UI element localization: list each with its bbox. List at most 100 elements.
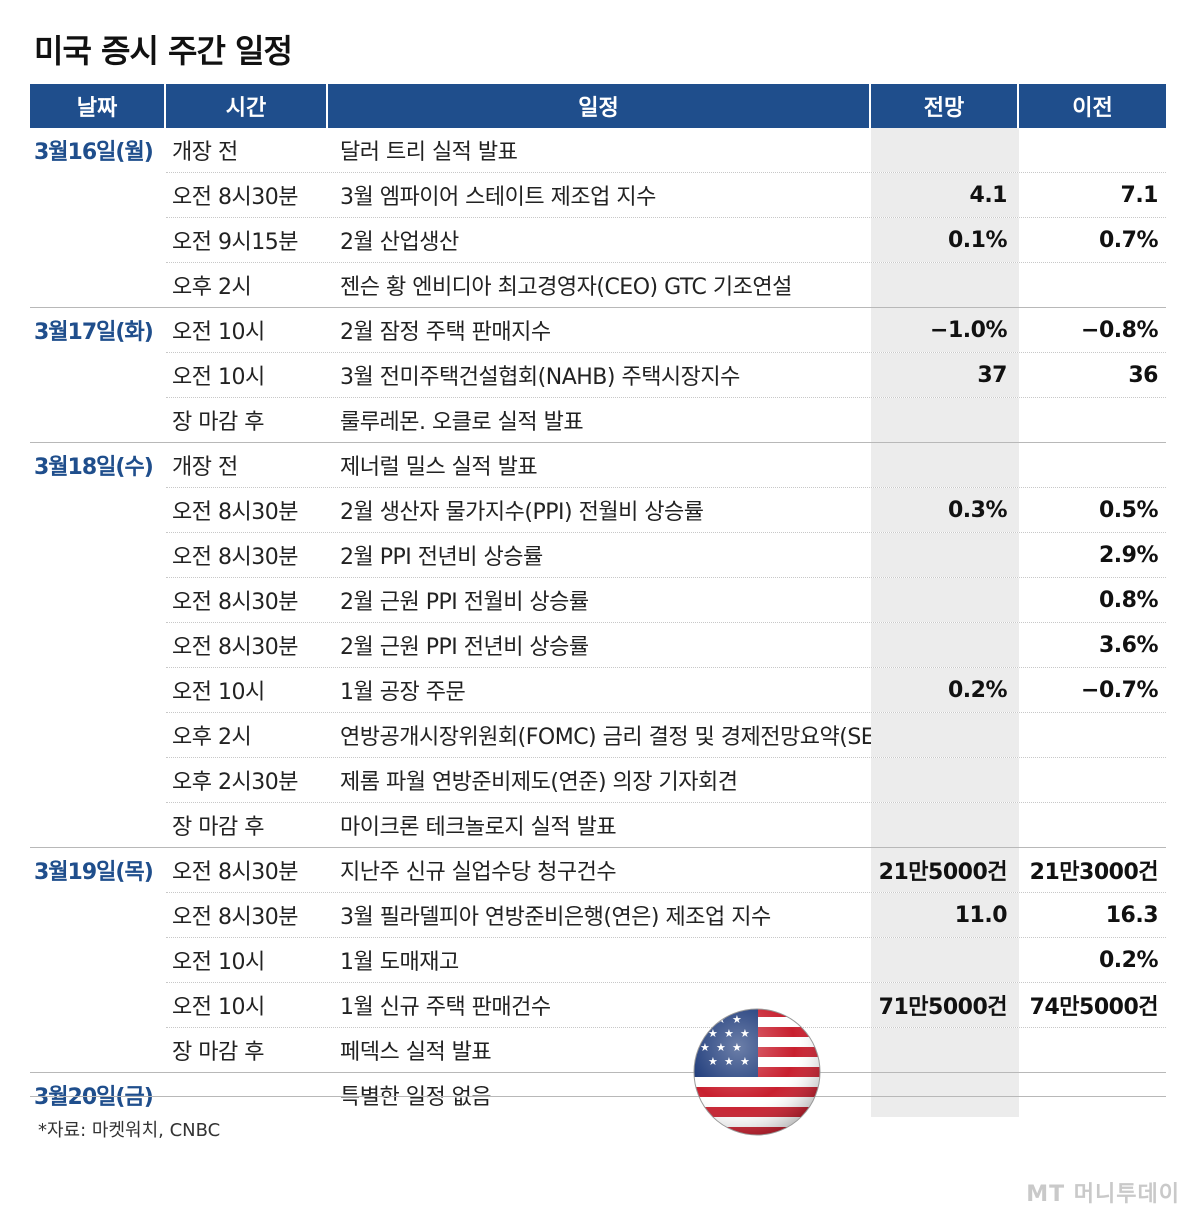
event-cell: 1월 신규 주택 판매건수 (340, 995, 551, 1020)
event-cell: 특별한 일정 없음 (340, 1085, 492, 1110)
forecast-cell (871, 578, 1019, 622)
previous-cell: 0.2% (1098, 947, 1159, 973)
previous-cell: 3.6% (1098, 632, 1159, 658)
previous-cell: 0.8% (1098, 587, 1159, 613)
date-group: 3월19일(목) 오전 8시30분 지난주 신규 실업수당 청구건수 21만5000건… (30, 847, 1166, 1072)
table-row: 오후 2시 연방공개시장위원회(FOMC) 금리 결정 및 경제전망요약(SEP)… (166, 712, 1166, 757)
time-cell: 오전 8시30분 (172, 500, 298, 525)
date-group: 3월20일(금) 특별한 일정 없음 (30, 1072, 1166, 1117)
forecast-cell: 37 (871, 353, 1019, 397)
table-row: 오전 8시30분 3월 엠파이어 스테이트 제조업 지수 4.1 7.1 (166, 172, 1166, 217)
event-cell: 1월 도매재고 (340, 950, 459, 975)
forecast-cell (871, 1028, 1019, 1072)
svg-text:★: ★ (700, 1013, 710, 1026)
forecast-cell (871, 128, 1019, 172)
date-group: 3월17일(화) 오전 10시 2월 잠정 주택 판매지수 −1.0% −0.8% 오전 … (30, 307, 1166, 442)
forecast-cell: 0.1% (871, 218, 1019, 262)
forecast-cell: 0.2% (871, 668, 1019, 712)
table-row: 오전 10시 3월 전미주택건설협회(NAHB) 주택시장지수 37 36 (166, 352, 1166, 397)
table-row: 오전 10시 2월 잠정 주택 판매지수 −1.0% −0.8% (166, 308, 1166, 352)
previous-cell (1019, 263, 1166, 307)
time-cell: 오전 8시30분 (172, 860, 298, 885)
table-row: 개장 전 달러 트리 실적 발표 (166, 128, 1166, 172)
table-row: 오전 10시 1월 공장 주문 0.2% −0.7% (166, 667, 1166, 712)
time-cell: 장 마감 후 (172, 410, 264, 435)
time-cell: 개장 전 (172, 455, 238, 480)
event-cell: 3월 엠파이어 스테이트 제조업 지수 (340, 185, 656, 210)
previous-cell: 7.1 (1120, 182, 1159, 208)
table-row: 오전 8시30분 2월 근원 PPI 전년비 상승률 3.6% (166, 622, 1166, 667)
event-cell: 2월 잠정 주택 판매지수 (340, 320, 551, 345)
event-cell: 마이크론 테크놀로지 실적 발표 (340, 815, 617, 840)
table-row: 오전 8시30분 2월 생산자 물가지수(PPI) 전월비 상승률 0.3% 0.5% (166, 487, 1166, 532)
previous-cell: −0.8% (1081, 317, 1158, 343)
date-label: 3월19일(목) (30, 848, 166, 1072)
previous-cell: 16.3 (1105, 902, 1159, 928)
forecast-cell (871, 938, 1019, 982)
table-row: 오전 8시30분 지난주 신규 실업수당 청구건수 21만5000건 21만3000건 (166, 848, 1166, 892)
table-row: 오후 2시 젠슨 황 엔비디아 최고경영자(CEO) GTC 기조연설 (166, 262, 1166, 307)
time-cell: 장 마감 후 (172, 815, 264, 840)
event-cell: 3월 전미주택건설협회(NAHB) 주택시장지수 (340, 365, 740, 390)
header-previous: 이전 (1019, 84, 1166, 128)
date-label: 3월18일(수) (30, 443, 166, 847)
forecast-cell: 0.3% (871, 488, 1019, 532)
previous-cell (1019, 128, 1166, 172)
table-row: 특별한 일정 없음 (166, 1073, 1166, 1117)
previous-cell: −0.7% (1081, 677, 1158, 703)
previous-cell: 36 (1128, 362, 1158, 388)
table-row: 오전 8시30분 2월 근원 PPI 전월비 상승률 0.8% (166, 577, 1166, 622)
forecast-cell (871, 713, 1019, 757)
event-cell: 1월 공장 주문 (340, 680, 466, 705)
table-header: 날짜 시간 일정 전망 이전 (30, 84, 1166, 128)
time-cell: 오전 8시30분 (172, 590, 298, 615)
schedule-table: 날짜 시간 일정 전망 이전 3월16일(월) 개장 전 달러 트리 실적 발표 오전… (30, 84, 1166, 1117)
date-group: 3월18일(수) 개장 전 제너럴 밀스 실적 발표 오전 8시30분 2월 생산자 물… (30, 442, 1166, 847)
previous-cell: 0.7% (1098, 227, 1159, 253)
event-cell: 2월 산업생산 (340, 230, 459, 255)
event-cell: 제롬 파월 연방준비제도(연준) 의장 기자회견 (340, 770, 738, 795)
event-cell: 젠슨 황 엔비디아 최고경영자(CEO) GTC 기조연설 (340, 275, 792, 300)
previous-cell: 74만5000건 (1029, 995, 1159, 1020)
time-cell: 오후 2시 (172, 275, 252, 300)
time-cell: 오전 10시 (172, 365, 265, 390)
previous-cell (1019, 1028, 1166, 1072)
table-row: 오전 10시 1월 신규 주택 판매건수 71만5000건 74만5000건 (166, 982, 1166, 1027)
time-cell: 오후 2시 (172, 725, 252, 750)
previous-cell (1019, 713, 1166, 757)
event-cell: 룰루레몬. 오클로 실적 발표 (340, 410, 584, 435)
source-note: *자료: 마켓워치, CNBC (38, 1120, 221, 1141)
previous-cell: 2.9% (1098, 542, 1159, 568)
table-row: 장 마감 후 페덱스 실적 발표 (166, 1027, 1166, 1072)
time-cell (166, 1073, 328, 1117)
table-row: 장 마감 후 룰루레몬. 오클로 실적 발표 (166, 397, 1166, 442)
table-row: 오전 9시15분 2월 산업생산 0.1% 0.7% (166, 217, 1166, 262)
header-time: 시간 (166, 84, 328, 128)
table-row: 개장 전 제너럴 밀스 실적 발표 (166, 443, 1166, 487)
previous-cell (1019, 398, 1166, 442)
table-row: 오전 8시30분 2월 PPI 전년비 상승률 2.9% (166, 532, 1166, 577)
time-cell: 오전 8시30분 (172, 185, 298, 210)
time-cell: 장 마감 후 (172, 1040, 264, 1065)
previous-cell (1019, 443, 1166, 487)
forecast-cell (871, 443, 1019, 487)
header-date: 날짜 (30, 84, 166, 128)
time-cell: 오전 10시 (172, 950, 265, 975)
date-label: 3월17일(화) (30, 308, 166, 442)
forecast-cell (871, 533, 1019, 577)
time-cell: 개장 전 (172, 140, 238, 165)
forecast-cell (871, 398, 1019, 442)
date-label: 3월20일(금) (30, 1073, 166, 1117)
date-group: 3월16일(월) 개장 전 달러 트리 실적 발표 오전 8시30분 3월 엠파이어 스… (30, 128, 1166, 307)
forecast-cell (871, 803, 1019, 847)
previous-cell (1019, 1073, 1166, 1117)
forecast-cell: 11.0 (871, 893, 1019, 937)
event-cell: 연방공개시장위원회(FOMC) 금리 결정 및 경제전망요약(SEP) 발표 (340, 725, 871, 750)
forecast-cell (871, 758, 1019, 802)
page-title: 미국 증시 주간 일정 (34, 32, 293, 70)
previous-cell: 21만3000건 (1029, 860, 1159, 885)
event-cell: 2월 근원 PPI 전년비 상승률 (340, 635, 589, 660)
publisher-logo: MT 머니투데이 (1026, 1182, 1180, 1207)
event-cell: 2월 PPI 전년비 상승률 (340, 545, 543, 570)
forecast-cell (871, 623, 1019, 667)
